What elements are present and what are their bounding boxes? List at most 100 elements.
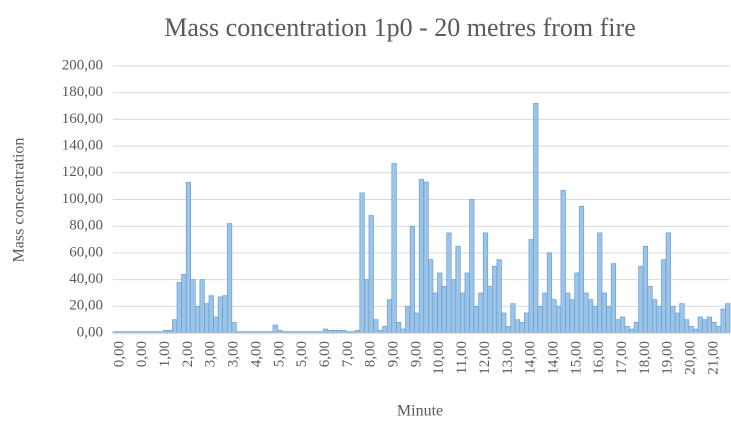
bar xyxy=(213,316,219,334)
bar xyxy=(661,259,667,334)
x-tick-label: 15,00 xyxy=(568,341,584,375)
bar xyxy=(226,223,233,334)
x-tick-label: 9,00 xyxy=(386,341,402,367)
x-tick-label: 21,00 xyxy=(705,341,721,375)
x-tick-label: 3,00 xyxy=(226,341,242,367)
bar xyxy=(176,281,182,334)
x-tick-label: 0,00 xyxy=(134,341,150,367)
bar xyxy=(455,245,461,334)
bar xyxy=(190,279,196,334)
bar xyxy=(478,292,484,334)
bar xyxy=(172,319,178,334)
bar xyxy=(460,292,466,334)
bar xyxy=(492,265,498,334)
bar xyxy=(450,279,457,334)
bar xyxy=(702,319,708,334)
bar xyxy=(679,303,685,334)
bar xyxy=(519,322,525,334)
x-tick-label: 17,00 xyxy=(614,341,630,375)
x-tick-label: 12,00 xyxy=(477,341,493,375)
bar xyxy=(533,103,539,334)
bar xyxy=(688,326,694,334)
x-tick-label: 5,00 xyxy=(271,341,287,367)
x-tick-label: 11,00 xyxy=(454,341,470,374)
bar xyxy=(706,316,713,334)
bar xyxy=(574,272,580,334)
bar xyxy=(693,328,699,334)
bar xyxy=(322,328,329,334)
bar xyxy=(441,285,447,334)
bar xyxy=(629,328,635,334)
x-tick-label: 14,00 xyxy=(545,341,561,375)
bar xyxy=(185,181,191,334)
chart-title: Mass concentration 1p0 - 20 metres from … xyxy=(164,13,635,42)
bar xyxy=(396,322,402,334)
bar xyxy=(588,299,594,334)
bar xyxy=(364,279,370,334)
bar xyxy=(542,292,548,334)
x-tick-label: 2,00 xyxy=(180,341,196,367)
bar xyxy=(711,322,717,334)
bar xyxy=(715,326,722,334)
bar xyxy=(373,319,379,334)
bar xyxy=(620,316,626,334)
y-tick-label: 40,00 xyxy=(69,271,103,287)
bar xyxy=(524,312,530,334)
y-tick-label: 120,00 xyxy=(62,164,103,180)
bar xyxy=(400,328,406,334)
bar xyxy=(615,319,621,334)
y-tick-label: 180,00 xyxy=(62,84,103,100)
bar xyxy=(204,303,210,334)
x-tick-label: 5,00 xyxy=(294,341,310,367)
bar xyxy=(487,285,493,334)
bar xyxy=(418,179,425,334)
y-tick-label: 160,00 xyxy=(62,111,103,127)
bar xyxy=(359,192,365,334)
bar xyxy=(697,316,703,334)
y-axis-title: Mass concentration xyxy=(11,138,28,263)
bar xyxy=(601,292,607,334)
x-tick-label: 18,00 xyxy=(637,341,653,375)
bar xyxy=(409,225,415,334)
x-tick-label: 4,00 xyxy=(248,341,264,367)
bar xyxy=(482,232,489,334)
x-tick-label: 8,00 xyxy=(363,341,379,367)
bar xyxy=(231,322,237,334)
bar xyxy=(199,279,205,334)
bar xyxy=(578,205,585,334)
y-tick-label: 100,00 xyxy=(62,191,103,207)
bar xyxy=(510,303,516,334)
bar xyxy=(464,272,470,334)
bar xyxy=(546,252,553,334)
x-tick-label: 7,00 xyxy=(340,341,356,367)
bar xyxy=(642,245,649,334)
bar xyxy=(446,232,452,334)
bar xyxy=(665,232,671,334)
bar xyxy=(217,296,223,334)
bar xyxy=(592,305,598,334)
bar xyxy=(652,299,658,334)
y-tick-label: 60,00 xyxy=(69,244,103,260)
x-tick-label: 19,00 xyxy=(660,341,676,375)
bar xyxy=(469,199,475,334)
bar xyxy=(551,299,557,334)
bar xyxy=(537,305,543,334)
bar xyxy=(222,295,228,334)
y-tick-label: 200,00 xyxy=(62,57,103,73)
bar xyxy=(720,308,726,334)
bar xyxy=(272,324,278,334)
bar xyxy=(386,299,393,334)
bar xyxy=(565,292,571,334)
y-tick-label: 20,00 xyxy=(69,298,103,314)
bar xyxy=(656,305,662,334)
y-tick-label: 0,00 xyxy=(77,324,103,340)
bar xyxy=(405,305,411,334)
bar xyxy=(181,273,187,334)
bar xyxy=(423,181,429,334)
bar xyxy=(208,295,214,334)
x-tick-label: 3,00 xyxy=(203,341,219,367)
bar xyxy=(501,312,507,334)
x-tick-label: 1,00 xyxy=(157,341,173,367)
bar xyxy=(633,322,639,334)
x-tick-label: 6,00 xyxy=(317,341,333,367)
